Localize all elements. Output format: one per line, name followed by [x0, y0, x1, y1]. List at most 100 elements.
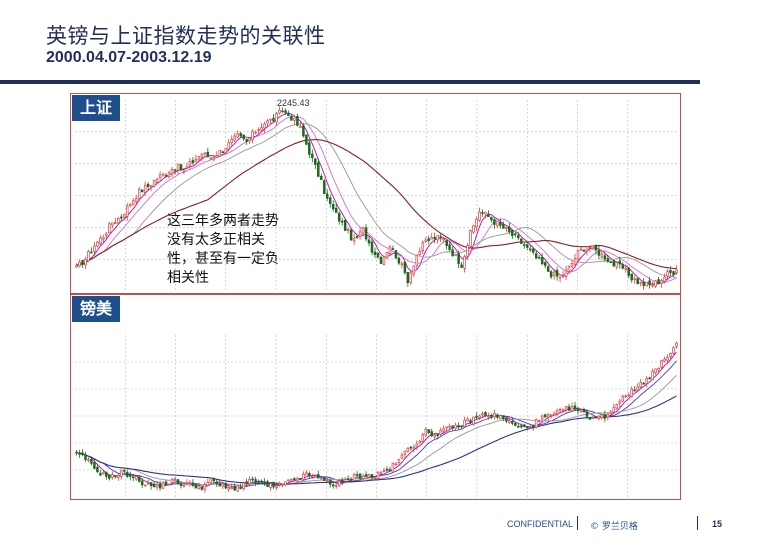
candle-body: [78, 452, 81, 455]
candle-body: [281, 110, 284, 113]
candle-body: [537, 419, 541, 422]
candle-body: [469, 230, 472, 247]
candle-body: [203, 152, 207, 155]
candle-body: [546, 266, 550, 272]
candle-body: [666, 357, 669, 361]
candle-body: [603, 255, 607, 260]
candle-body: [96, 467, 99, 473]
candle-body: [242, 134, 245, 140]
candle-body: [469, 420, 472, 424]
candle-body: [188, 482, 192, 485]
candle-body: [245, 481, 248, 485]
candle-body: [439, 236, 442, 238]
candle-body: [478, 211, 481, 221]
candle-body: [630, 388, 633, 397]
candle-body: [263, 481, 266, 484]
candle-body: [93, 245, 96, 252]
candle-body: [325, 193, 329, 199]
candle-body: [323, 180, 326, 195]
candle-body: [400, 454, 404, 459]
candle-body: [654, 368, 657, 374]
candle-body: [302, 125, 305, 137]
candle-body: [272, 481, 275, 488]
candle-body: [75, 265, 78, 268]
candle-body: [343, 479, 347, 482]
candle-body: [334, 484, 338, 487]
candle-body: [520, 425, 523, 428]
candle-body: [582, 409, 586, 413]
candle-body: [636, 278, 639, 284]
candle-body: [391, 248, 395, 250]
candle-body: [427, 429, 430, 434]
candle-body: [254, 479, 257, 483]
candle-body: [290, 115, 293, 121]
candle-body: [651, 370, 654, 381]
candle-body: [597, 415, 601, 420]
page-number: 15: [712, 519, 723, 529]
candle-body: [633, 389, 636, 392]
candle-body: [442, 238, 445, 241]
candle-body: [364, 227, 368, 240]
candle-body: [131, 200, 135, 205]
candle-body: [460, 264, 463, 268]
candle-body: [481, 413, 484, 416]
candle-body: [657, 279, 660, 285]
candle-body: [140, 480, 144, 486]
candle-body: [484, 412, 487, 416]
candle-body: [137, 188, 141, 200]
candle-body: [182, 169, 186, 172]
candle-body: [397, 459, 401, 464]
candle-body: [427, 238, 430, 242]
footer-separator: [697, 516, 698, 530]
candle-body: [137, 476, 141, 482]
candle-body: [499, 415, 502, 420]
candle-body: [654, 280, 657, 287]
candle-body: [409, 271, 413, 284]
candle-body: [281, 483, 284, 486]
moving-average-line-2: [76, 360, 677, 487]
candle-body: [585, 411, 589, 417]
candle-body: [567, 266, 571, 272]
candle-body: [120, 216, 123, 219]
candle-body: [627, 267, 630, 276]
candle-body: [84, 454, 87, 460]
candle-body: [445, 240, 448, 247]
candle-body: [430, 237, 433, 240]
candle-body: [242, 482, 245, 489]
candle-body: [269, 118, 272, 121]
candle-body: [424, 239, 428, 242]
candle-body: [472, 416, 475, 425]
candle-body: [105, 471, 108, 477]
candle-body: [415, 443, 419, 448]
candle-body: [609, 261, 613, 263]
candle-body: [179, 164, 183, 171]
candle-body: [328, 197, 332, 204]
candle-body: [302, 473, 305, 480]
candle-body: [78, 261, 81, 267]
candle-body: [355, 474, 359, 476]
candle-body: [448, 244, 451, 250]
candle-body: [570, 406, 574, 412]
candle-body: [117, 474, 120, 478]
candle-body: [394, 463, 398, 466]
candle-body: [325, 480, 329, 482]
candle-body: [227, 142, 230, 150]
candle-body: [200, 486, 204, 490]
candle-body: [170, 478, 174, 484]
candle-body: [669, 353, 672, 358]
candle-body: [146, 482, 150, 485]
candle-body: [194, 158, 198, 162]
candle-body: [526, 244, 529, 248]
candle-body: [534, 253, 538, 259]
shanghai-chart-svg: [75, 100, 678, 291]
candle-body: [314, 475, 317, 478]
candle-body: [379, 472, 383, 475]
candle-body: [669, 270, 672, 273]
candle-body: [511, 421, 514, 424]
candle-body: [552, 271, 556, 276]
candle-body: [212, 156, 216, 160]
candle-body: [173, 169, 177, 172]
candle-body: [520, 238, 523, 244]
candle-body: [272, 117, 275, 122]
candle-body: [672, 271, 675, 275]
